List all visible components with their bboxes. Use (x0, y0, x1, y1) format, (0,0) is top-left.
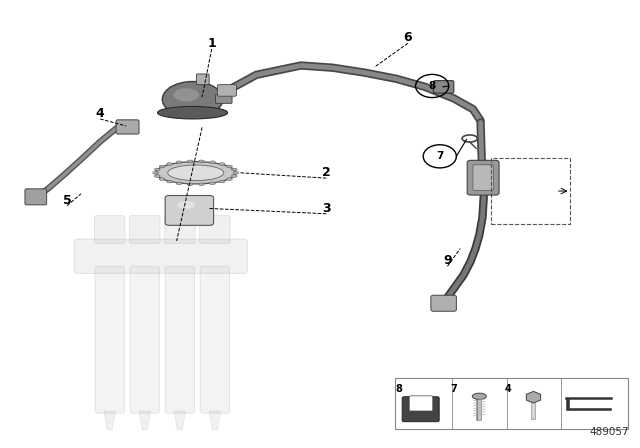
FancyBboxPatch shape (165, 266, 195, 413)
FancyBboxPatch shape (116, 120, 139, 134)
Polygon shape (566, 398, 611, 409)
Text: 4: 4 (96, 107, 104, 120)
Ellipse shape (187, 183, 193, 185)
FancyBboxPatch shape (165, 195, 214, 225)
Ellipse shape (176, 161, 182, 164)
Ellipse shape (227, 178, 232, 181)
FancyBboxPatch shape (164, 215, 195, 244)
Ellipse shape (154, 175, 160, 177)
FancyBboxPatch shape (129, 215, 160, 244)
Text: 6: 6 (404, 31, 412, 44)
Polygon shape (209, 411, 221, 430)
Ellipse shape (232, 175, 237, 177)
Bar (491, 158, 570, 224)
Ellipse shape (227, 165, 232, 168)
FancyBboxPatch shape (196, 74, 209, 85)
Ellipse shape (187, 160, 193, 163)
Ellipse shape (233, 172, 239, 174)
Ellipse shape (154, 168, 160, 171)
Ellipse shape (209, 182, 215, 185)
FancyBboxPatch shape (200, 215, 230, 244)
Text: 8: 8 (395, 384, 402, 394)
FancyBboxPatch shape (402, 397, 439, 422)
Text: 9: 9 (443, 254, 452, 267)
Ellipse shape (219, 163, 225, 165)
Ellipse shape (159, 178, 165, 181)
Text: 3: 3 (322, 202, 331, 215)
Ellipse shape (163, 82, 223, 117)
Ellipse shape (166, 180, 172, 183)
FancyBboxPatch shape (25, 189, 47, 205)
Ellipse shape (232, 168, 237, 171)
Text: 7: 7 (451, 384, 457, 394)
Ellipse shape (198, 183, 204, 185)
Polygon shape (174, 411, 186, 430)
Ellipse shape (176, 182, 182, 185)
FancyBboxPatch shape (473, 165, 493, 190)
FancyBboxPatch shape (95, 215, 125, 244)
Ellipse shape (198, 160, 204, 163)
Text: 5: 5 (63, 194, 72, 207)
Text: 2: 2 (322, 166, 331, 179)
Ellipse shape (173, 88, 199, 102)
Ellipse shape (153, 172, 159, 174)
FancyBboxPatch shape (130, 266, 159, 413)
Text: 7: 7 (436, 151, 444, 161)
FancyBboxPatch shape (74, 239, 247, 273)
FancyBboxPatch shape (218, 85, 237, 96)
Ellipse shape (157, 107, 228, 119)
FancyBboxPatch shape (200, 266, 230, 413)
Polygon shape (139, 411, 150, 430)
FancyBboxPatch shape (467, 160, 499, 195)
Ellipse shape (159, 165, 165, 168)
Ellipse shape (168, 165, 224, 181)
Text: 1: 1 (207, 37, 216, 50)
FancyBboxPatch shape (95, 266, 124, 413)
FancyBboxPatch shape (431, 295, 456, 311)
Bar (395, 378, 628, 429)
FancyBboxPatch shape (409, 396, 433, 411)
Ellipse shape (472, 393, 486, 400)
Ellipse shape (219, 180, 225, 183)
FancyBboxPatch shape (216, 95, 232, 103)
Ellipse shape (166, 163, 172, 165)
Text: 8: 8 (429, 81, 436, 91)
FancyBboxPatch shape (433, 81, 454, 93)
Text: 4: 4 (504, 384, 511, 394)
Ellipse shape (209, 161, 215, 164)
Text: 489057: 489057 (589, 427, 629, 437)
Ellipse shape (177, 201, 195, 209)
Polygon shape (104, 411, 115, 430)
Ellipse shape (156, 162, 236, 184)
